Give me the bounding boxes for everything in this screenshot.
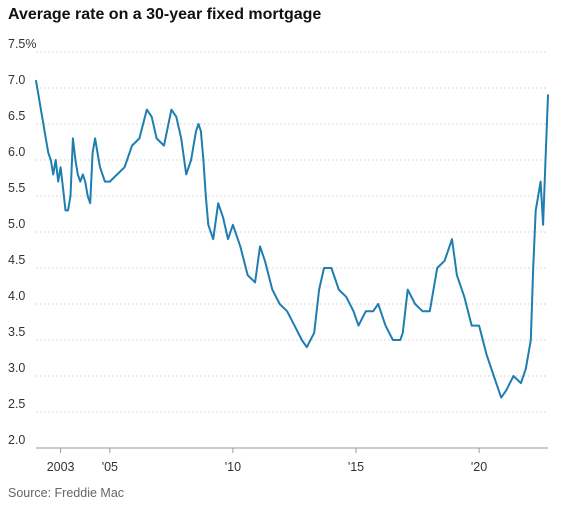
x-tick-label: '05 [102, 460, 118, 474]
y-tick-label: 2.5 [8, 397, 25, 411]
x-tick-label: '15 [348, 460, 364, 474]
y-tick-label: 7.5% [8, 37, 37, 51]
y-tick-label: 5.5 [8, 181, 25, 195]
y-tick-label: 4.0 [8, 289, 25, 303]
y-tick-label: 5.0 [8, 217, 25, 231]
y-tick-label: 2.0 [8, 433, 25, 447]
y-tick-label: 3.0 [8, 361, 25, 375]
x-tick-label: '10 [225, 460, 241, 474]
y-tick-label: 6.5 [8, 109, 25, 123]
y-tick-label: 3.5 [8, 325, 25, 339]
grid-layer [36, 51, 548, 453]
y-tick-label: 6.0 [8, 145, 25, 159]
x-tick-label: '20 [471, 460, 487, 474]
y-tick-label: 4.5 [8, 253, 25, 267]
series-line [35, 79, 549, 399]
x-tick-label: 2003 [47, 460, 75, 474]
y-tick-labels: 2.0 2.5 3.0 3.5 4.0 4.5 5.0 5.5 6.0 6.5 7.0 7.5% [8, 37, 37, 447]
x-tick-labels: 2003 '05 '10 '15 '20 [47, 460, 488, 474]
source-note: Source: Freddie Mac [8, 486, 125, 500]
chart-title: Average rate on a 30-year fixed mortgage [8, 6, 322, 23]
series-layer [35, 79, 549, 399]
y-tick-label: 7.0 [8, 73, 25, 87]
